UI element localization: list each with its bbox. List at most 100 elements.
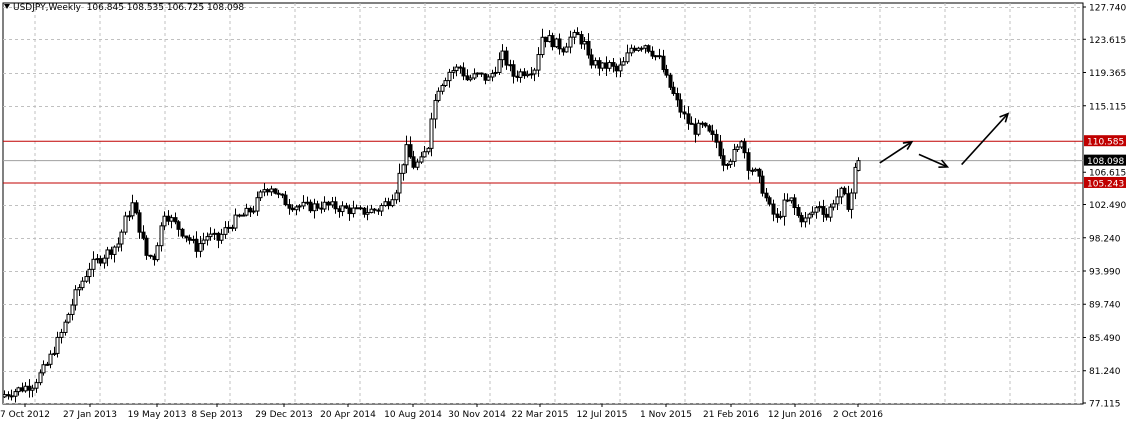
candle-body <box>180 228 185 237</box>
dropdown-triangle-icon[interactable] <box>4 4 10 9</box>
y-tick-label: 102.490 <box>1089 201 1126 211</box>
candle-body <box>208 233 213 238</box>
candle-body <box>233 214 238 229</box>
candle-body <box>461 67 466 77</box>
candle-body <box>821 206 826 215</box>
candle-body <box>522 71 527 77</box>
candle-body <box>814 207 819 213</box>
candle-body <box>707 125 712 132</box>
candle-body <box>504 50 509 66</box>
candle-body <box>735 146 740 151</box>
candle-body <box>661 55 666 70</box>
candle-body <box>778 215 783 218</box>
x-tick-label: 1 Nov 2015 <box>640 410 692 420</box>
candle-body <box>579 34 584 45</box>
candle-body <box>369 208 374 214</box>
candle-body <box>287 204 292 209</box>
candle-body <box>589 54 594 66</box>
candle-body <box>9 395 14 398</box>
candle-body <box>842 187 847 195</box>
candle-body <box>817 206 822 209</box>
candle-body <box>98 258 103 264</box>
candle-body <box>258 191 263 199</box>
candle-body <box>397 172 402 194</box>
candle-body <box>710 130 715 135</box>
candle-body <box>782 199 787 217</box>
candle-body <box>586 40 591 56</box>
candle-body <box>436 90 441 101</box>
level-label-bg <box>1084 135 1126 147</box>
candle-body <box>575 31 580 36</box>
y-tick-label: 81.240 <box>1089 367 1121 377</box>
candle-body <box>351 207 356 215</box>
forecast-arrow-head <box>902 140 914 150</box>
candle-body <box>796 207 801 216</box>
candle-body <box>2 394 7 398</box>
candle-body <box>525 73 530 77</box>
candle-body <box>767 197 772 205</box>
candle-body <box>785 199 790 202</box>
candle-body <box>123 215 128 233</box>
y-tick-label: 93.990 <box>1089 268 1121 278</box>
candle-body <box>728 160 733 166</box>
level-price-label: 105.243 <box>1087 179 1124 189</box>
candle-body <box>757 168 762 177</box>
candle-body <box>30 387 35 391</box>
candle-body <box>176 221 181 230</box>
candle-body <box>543 36 548 43</box>
candle-body <box>618 64 623 72</box>
candle-body <box>201 239 206 245</box>
candle-body <box>187 237 192 241</box>
candle-body <box>703 122 708 127</box>
candle-body <box>226 226 231 229</box>
candle-body <box>807 213 812 219</box>
candle-body <box>119 231 124 245</box>
candle-body <box>269 188 274 193</box>
candle-body <box>315 203 320 209</box>
candle-body <box>611 62 616 67</box>
candle-body <box>721 155 726 166</box>
candle-body <box>38 372 43 384</box>
candle-body <box>853 166 858 194</box>
candle-body <box>500 50 505 61</box>
candle-body <box>664 68 669 76</box>
candle-body <box>557 38 562 50</box>
candle-body <box>41 364 46 374</box>
candle-body <box>686 113 691 124</box>
candle-body <box>440 85 445 92</box>
x-tick-label: 2 Oct 2016 <box>833 410 883 420</box>
candle-body <box>831 203 836 208</box>
candle-body <box>148 254 153 257</box>
candle-body <box>678 99 683 113</box>
candle-body <box>237 214 242 217</box>
candle-body <box>760 175 765 194</box>
candle-body <box>362 207 367 215</box>
candle-body <box>475 72 480 75</box>
candle-body <box>849 192 854 210</box>
chart-header: USDJPY,Weekly 106.845 108.535 106.725 10… <box>4 3 244 13</box>
candle-body <box>73 289 78 306</box>
candle-body <box>301 201 306 207</box>
candle-body <box>472 73 477 79</box>
candle-body <box>386 201 391 207</box>
candle-body <box>347 207 352 215</box>
candle-body <box>169 217 174 222</box>
candle-body <box>856 160 861 171</box>
candle-body <box>390 199 395 207</box>
candle-body <box>422 151 427 158</box>
x-tick-label: 19 May 2013 <box>128 410 187 420</box>
candle-body <box>746 152 751 171</box>
candle-body <box>443 80 448 87</box>
candle-body <box>625 52 630 63</box>
candle-body <box>682 111 687 115</box>
candle-body <box>141 231 146 239</box>
candle-body <box>653 55 658 58</box>
candle-body <box>792 197 797 209</box>
candle-body <box>824 213 829 218</box>
candle-body <box>696 122 701 135</box>
candle-body <box>732 149 737 162</box>
candle-body <box>205 236 210 241</box>
candle-body <box>219 233 224 241</box>
